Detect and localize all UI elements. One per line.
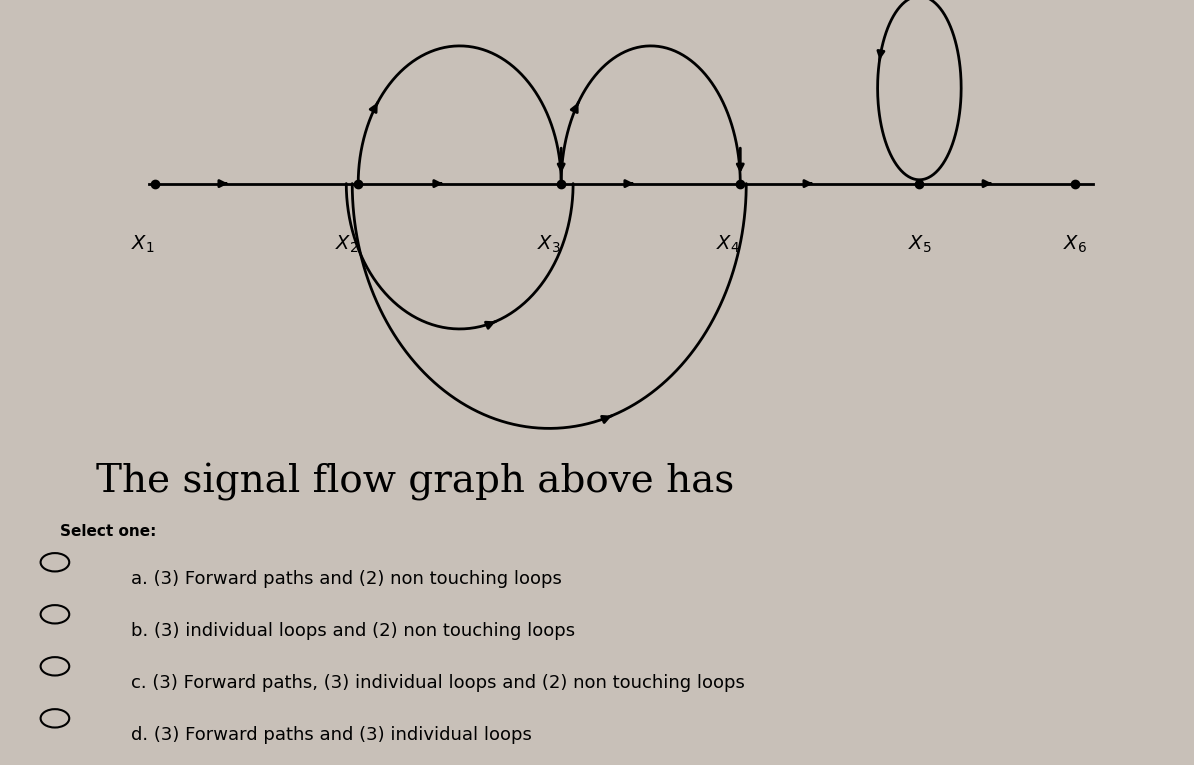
Text: The signal flow graph above has: The signal flow graph above has	[96, 463, 734, 501]
Text: $X_4$: $X_4$	[716, 233, 740, 255]
Text: $X_1$: $X_1$	[131, 233, 155, 255]
Text: a. (3) Forward paths and (2) non touching loops: a. (3) Forward paths and (2) non touchin…	[131, 570, 562, 588]
Text: $X_3$: $X_3$	[537, 233, 561, 255]
Text: d. (3) Forward paths and (3) individual loops: d. (3) Forward paths and (3) individual …	[131, 726, 533, 744]
Text: Select one:: Select one:	[60, 524, 156, 539]
Text: $X_5$: $X_5$	[907, 233, 931, 255]
Text: $X_6$: $X_6$	[1063, 233, 1087, 255]
Text: b. (3) individual loops and (2) non touching loops: b. (3) individual loops and (2) non touc…	[131, 622, 576, 640]
Text: $X_2$: $X_2$	[334, 233, 358, 255]
Text: c. (3) Forward paths, (3) individual loops and (2) non touching loops: c. (3) Forward paths, (3) individual loo…	[131, 674, 745, 692]
